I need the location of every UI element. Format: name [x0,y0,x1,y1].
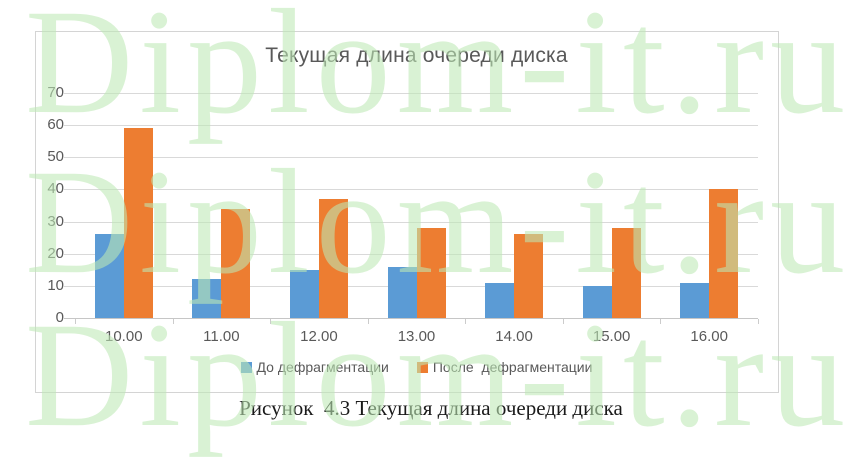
x-axis-tick-label: 12.00 [300,328,338,345]
y-axis-tick-label: 30 [47,212,64,230]
y-axis-tick-label: 70 [47,84,64,101]
legend-item: После дефрагментации [416,359,593,375]
x-axis-tick [75,319,76,324]
y-axis-tick-label: 10 [47,276,64,294]
y-axis-tick-label: 20 [47,244,64,262]
x-axis-tick [562,319,564,324]
x-axis-tick [660,319,662,324]
x-axis-tick-label: 16.00 [690,328,728,345]
bar-series0-cat6 [680,282,710,318]
x-axis-tick [465,319,467,324]
gridline [64,93,758,94]
x-axis-tick-label: 10.00 [105,328,143,345]
gridline [64,125,758,127]
bar-series1-cat5 [611,228,641,318]
chart-title: Текущая длина очереди диска [265,44,568,67]
legend-swatch-icon [240,361,252,373]
chart-frame [35,31,779,393]
x-axis-tick-label: 14.00 [495,328,533,345]
chart-legend: До дефрагментации После дефрагментации [75,357,758,377]
x-axis-tick-label: 13.00 [397,328,436,345]
y-axis-tick-label: 60 [47,116,64,134]
figure-caption: Рисунок 4.3 Текущая длина очереди диска [239,396,623,420]
gridline [64,318,758,319]
bar-series1-cat3 [416,228,446,318]
x-axis-tick [270,319,272,324]
bar-series1-cat4 [514,234,544,318]
legend-item: До дефрагментации [240,359,389,375]
y-axis-tick-label: 50 [47,148,64,166]
legend-label: После дефрагментации [432,359,593,375]
x-axis-tick [172,319,174,324]
gridline [64,221,758,223]
gridline [64,253,758,255]
bar-series0-cat0 [94,234,124,318]
bar-series0-cat3 [387,266,417,318]
gridline [64,189,758,191]
x-axis-tick [367,319,369,324]
bar-series0-cat4 [485,282,515,318]
bar-series0-cat5 [582,285,612,318]
bar-series0-cat1 [192,279,222,318]
legend-label: До дефрагментации [256,359,389,375]
bar-series1-cat1 [221,208,251,318]
legend-swatch-icon [416,361,428,373]
x-axis-tick-label: 11.00 [203,328,240,345]
y-axis-tick-label: 40 [47,180,64,198]
x-axis-tick-label: 15.00 [592,328,631,345]
x-axis-tick [758,319,759,324]
bar-series1-cat2 [318,199,348,318]
y-axis-tick-label: 0 [55,309,64,326]
bar-series0-cat2 [289,269,319,318]
bar-series1-cat6 [709,189,739,318]
bar-series1-cat0 [123,128,153,318]
gridline [64,157,758,159]
